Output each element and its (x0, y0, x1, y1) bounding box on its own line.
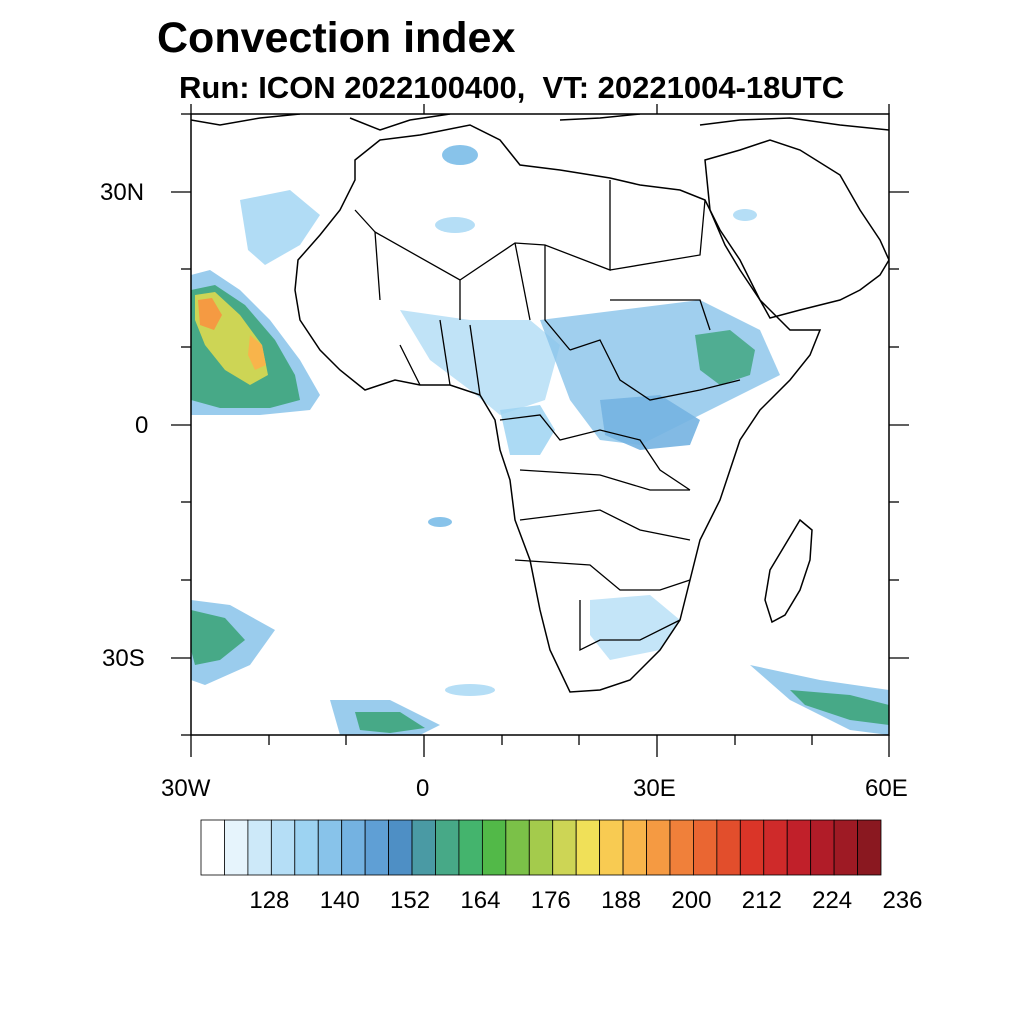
colorbar-tick-label: 212 (741, 887, 782, 914)
colorbar-swatch (810, 819, 835, 876)
colorbar-swatch (599, 819, 624, 876)
convection-area-bottom-core (355, 712, 425, 733)
colorbar-swatch (435, 819, 460, 876)
convection-blob (445, 684, 495, 696)
colorbar-swatch (575, 819, 601, 876)
colorbar-swatch (857, 819, 882, 876)
lon-label-60e: 60E (865, 775, 908, 802)
colorbar-swatch (341, 819, 366, 876)
colorbar-tick-label: 164 (460, 887, 501, 914)
colorbar-swatch (716, 819, 741, 876)
axis-ticks (171, 104, 909, 757)
colorbar-tick-label: 200 (671, 887, 712, 914)
colorbar-swatch (294, 819, 319, 876)
colorbar-swatch (200, 819, 225, 876)
convection-area-ethiopia (695, 330, 755, 385)
convection-blob (733, 209, 757, 221)
lat-label-0: 0 (135, 412, 149, 439)
colorbar-swatch (458, 819, 483, 876)
colorbar-tick-label: 140 (319, 887, 360, 914)
colorbar-swatch (693, 819, 718, 876)
colorbar-swatch (528, 819, 554, 876)
colorbar-swatch (411, 819, 436, 876)
map-subtitle: Run: ICON 2022100400, VT: 20221004-18UTC (179, 70, 845, 105)
colorbar-swatch (364, 819, 389, 876)
lon-label-0: 0 (416, 775, 430, 802)
colorbar-swatch (833, 819, 858, 876)
lon-label-30e: 30E (633, 775, 676, 802)
colorbar-tick-label: 188 (601, 887, 642, 914)
colorbar (200, 819, 882, 876)
colorbar-swatch (247, 819, 272, 876)
convection-area-congo (500, 405, 555, 455)
colorbar-swatch (270, 819, 296, 876)
convection-area-sw-core (191, 610, 245, 665)
convection-blob (442, 145, 478, 165)
colorbar-swatch (481, 819, 507, 876)
colorbar-swatch (388, 819, 413, 876)
convection-blob (428, 517, 452, 527)
convection-area-south (590, 595, 680, 660)
map-title: Convection index (157, 14, 516, 62)
colorbar-swatch (622, 819, 647, 876)
convection-area-atlantic-peak2 (248, 335, 266, 370)
madagascar-coastline (764, 518, 813, 624)
convection-area-nw (240, 190, 320, 265)
colorbar-swatch (669, 819, 694, 876)
colorbar-tick-label: 128 (249, 887, 290, 914)
arabia-coastline (704, 139, 889, 319)
colorbar-tick-label: 236 (882, 887, 923, 914)
colorbar-swatch (505, 819, 530, 876)
convection-field (191, 145, 889, 735)
europe-coastline (191, 114, 889, 131)
colorbar-swatch (552, 819, 577, 876)
colorbar-tick-label: 152 (390, 887, 431, 914)
africa-coastline (294, 124, 822, 693)
colorbar-swatch (786, 819, 812, 876)
convection-area-se-core (790, 690, 889, 725)
colorbar-swatch (224, 819, 249, 876)
convection-area-sahel (400, 310, 560, 415)
lat-label-30n: 30N (100, 179, 145, 206)
colorbar-tick-label: 224 (812, 887, 853, 914)
convection-blob (435, 217, 475, 233)
lon-label-30w: 30W (161, 775, 211, 802)
coastlines (191, 114, 889, 693)
country-borders (354, 180, 741, 652)
colorbar-swatch (763, 819, 788, 876)
colorbar-swatch (646, 819, 671, 876)
convection-area-atlantic-peak (198, 298, 222, 330)
colorbar-swatch (317, 819, 343, 876)
colorbar-swatch (739, 819, 765, 876)
colorbar-tick-label: 176 (530, 887, 571, 914)
lat-label-30s: 30S (102, 645, 145, 672)
